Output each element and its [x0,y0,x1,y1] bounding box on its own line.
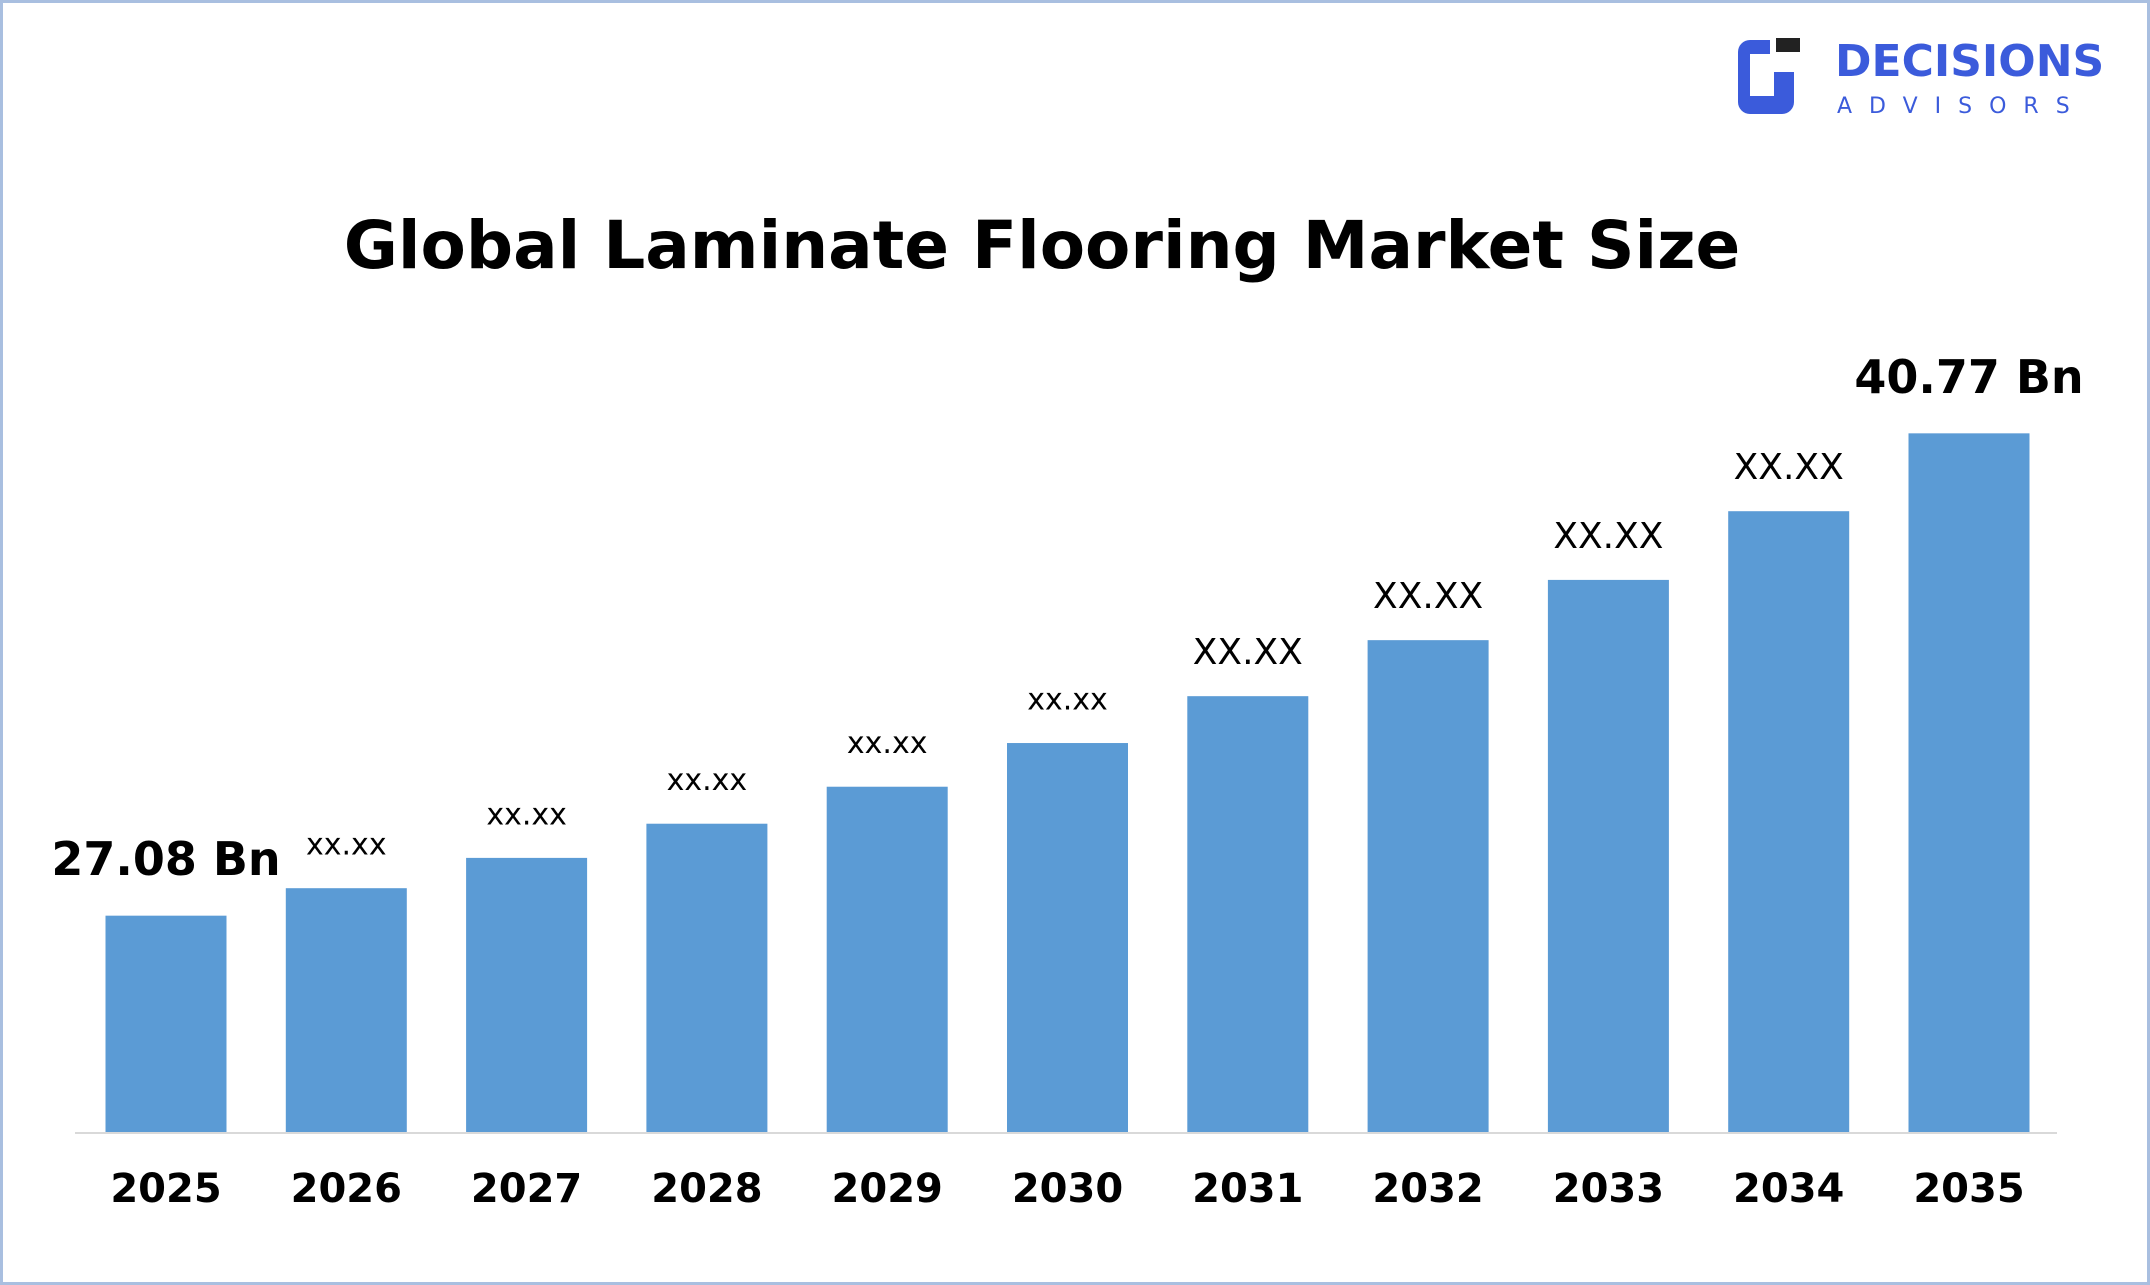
x-tick-label: 2031 [1192,1166,1303,1212]
data-label: XX.XX [1734,447,1844,488]
x-tick-label: 2032 [1372,1166,1483,1212]
data-label: xx.xx [1027,683,1108,718]
logo-icon [1738,40,1794,114]
data-label: XX.XX [1373,576,1483,617]
data-label: XX.XX [1553,516,1663,557]
bar [1547,579,1669,1132]
x-tick-label: 2027 [471,1166,582,1212]
data-label: 27.08 Bn [51,832,280,886]
bar [105,915,227,1132]
logo-tagline: ADVISORS [1837,94,2087,119]
logo-name: DECISIONS [1835,36,2104,87]
x-tick-label: 2030 [1012,1166,1123,1212]
bar [1728,511,1850,1132]
bar [1187,696,1309,1132]
bar [1007,743,1128,1132]
bar [466,857,588,1132]
data-label: xx.xx [486,797,567,832]
bar [1908,433,2030,1132]
x-tick-label: 2026 [291,1166,402,1212]
logo: DECISIONS ADVISORS [1738,36,2104,119]
chart-title: Global Laminate Flooring Market Size [344,207,1741,284]
x-tick-label: 2035 [1913,1166,2024,1212]
x-tick-label: 2034 [1733,1166,1844,1212]
x-tick-label: 2025 [110,1166,221,1212]
bar [646,823,768,1132]
x-tick-label: 2029 [832,1166,943,1212]
logo-icon-top [1776,38,1800,52]
data-label: 40.77 Bn [1854,350,2083,404]
data-label: xx.xx [847,726,928,761]
data-label: xx.xx [306,828,387,863]
bar [826,786,948,1132]
x-tick-label: 2033 [1553,1166,1664,1212]
x-tick-label: 2028 [651,1166,762,1212]
bar [1367,640,1489,1132]
data-label: XX.XX [1193,632,1303,673]
data-label: xx.xx [667,763,748,798]
bar [285,888,407,1132]
